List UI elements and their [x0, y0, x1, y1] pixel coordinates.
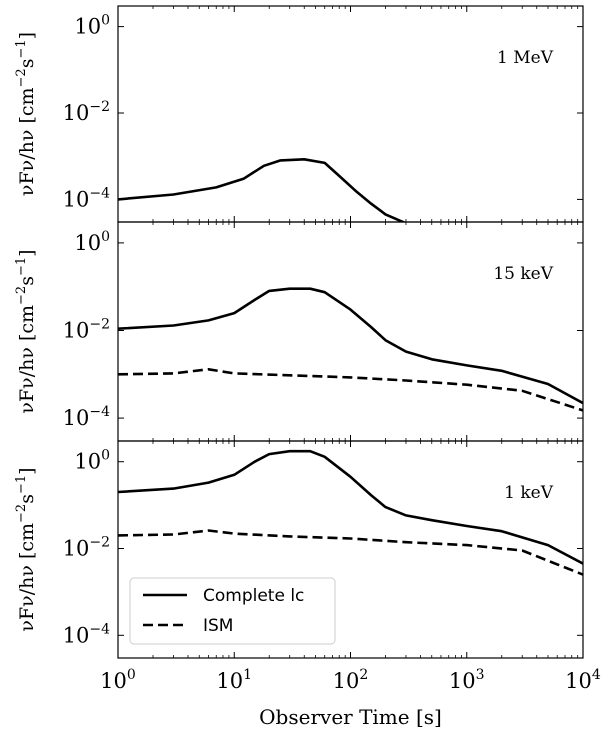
- y-tick-label: 10−2: [63, 316, 110, 342]
- x-axis-label: Observer Time [s]: [259, 705, 442, 729]
- y-tick-label: 10−4: [63, 185, 110, 211]
- y-tick-label: 100: [74, 13, 110, 39]
- legend-label: Complete lc: [203, 586, 304, 606]
- energy-annotation: 15 keV: [493, 264, 553, 284]
- y-tick-label: 10−2: [63, 99, 110, 125]
- panel-3: 10−4 10−2 100 1 keV νFν/hν [cm−2s−1]: [14, 440, 584, 659]
- x-tick-label: 104: [565, 667, 601, 693]
- panel-frame: [117, 5, 584, 223]
- y-axis-label: νFν/hν [cm−2s−1]: [14, 32, 38, 196]
- x-tick-label: 103: [449, 667, 485, 693]
- complete-lc-line: [118, 158, 407, 222]
- panel-2: 10−4 10−2 100 15 keV νFν/hν [cm−2s−1]: [14, 221, 584, 442]
- complete-lc-line: [118, 287, 583, 405]
- y-tick-label: 10−2: [63, 535, 110, 561]
- y-tick-label: 10−4: [63, 404, 110, 430]
- ism-line: [118, 368, 583, 412]
- energy-annotation: 1 MeV: [497, 48, 554, 68]
- legend: Complete lc ISM: [129, 577, 336, 645]
- energy-annotation: 1 keV: [504, 483, 554, 503]
- complete-lc-line: [118, 449, 583, 565]
- ism-line: [118, 529, 583, 576]
- y-tick-label: 100: [74, 229, 110, 255]
- legend-label: ISM: [203, 616, 233, 636]
- y-tick-label: 100: [74, 448, 110, 474]
- y-axis-label: νFν/hν [cm−2s−1]: [14, 249, 38, 413]
- panel-frame: [117, 221, 584, 442]
- x-tick-labels: 100 101 102 103 104: [100, 667, 601, 693]
- x-tick-label: 100: [100, 667, 136, 693]
- x-tick-label: 101: [216, 667, 252, 693]
- y-axis-label: νFν/hν [cm−2s−1]: [14, 467, 38, 631]
- panel-1: 10−4 10−2 100 1 MeV νFν/hν [cm−2s−1]: [14, 5, 584, 223]
- x-tick-label: 102: [333, 667, 369, 693]
- y-tick-label: 10−4: [63, 621, 110, 647]
